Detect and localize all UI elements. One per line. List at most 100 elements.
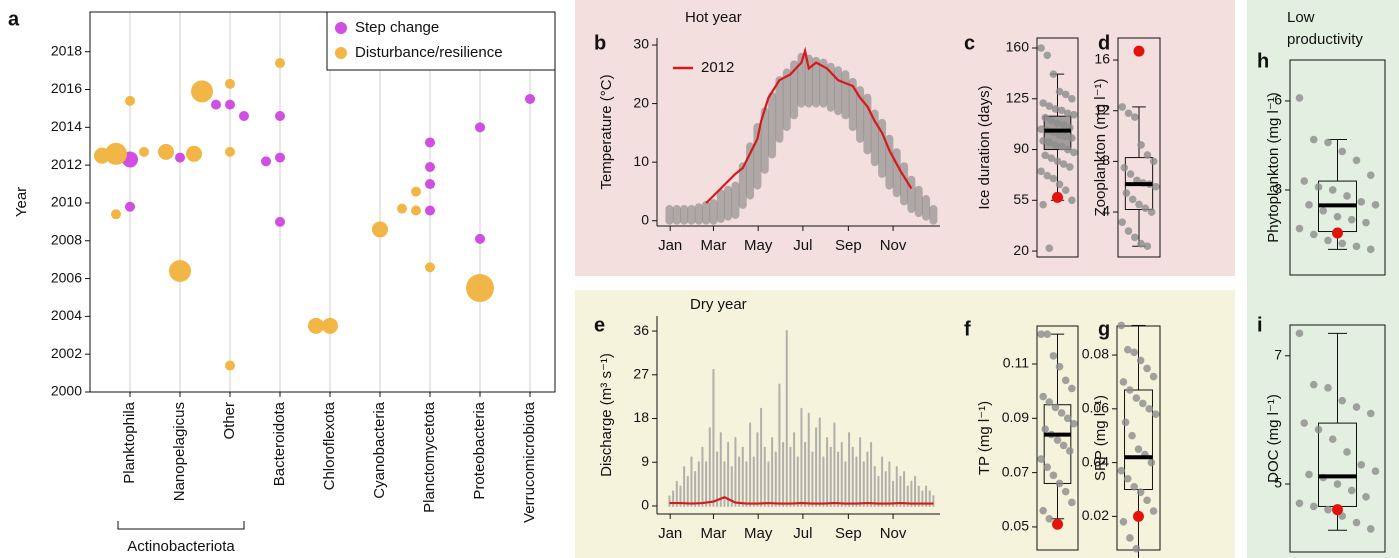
data-point (1131, 233, 1139, 242)
x-tick-label: Sep (835, 525, 862, 542)
data-point (1053, 436, 1062, 444)
data-point (1338, 239, 1347, 248)
x-tick-label: Jan (658, 237, 682, 254)
data-point (1357, 460, 1366, 469)
data-point (1059, 441, 1068, 450)
data-point (1143, 364, 1151, 373)
data-point (1118, 103, 1126, 111)
data-point (1057, 142, 1066, 151)
plot-frame (1036, 325, 1079, 551)
x-tick-label: Mar (701, 237, 727, 254)
bubble (275, 58, 285, 69)
panel-letter: i (1257, 314, 1263, 336)
data-point (1347, 215, 1356, 224)
data-point (1053, 119, 1062, 128)
bubble (425, 205, 435, 216)
x-tick-label: Nov (880, 525, 907, 542)
y-tick-label: 2018 (51, 42, 82, 58)
data-point (1314, 425, 1323, 434)
data-point (1324, 236, 1332, 245)
group-label: Actinobacteriota (127, 538, 235, 555)
x-tick-label: Planktophila (121, 401, 138, 483)
data-point (1043, 171, 1052, 180)
data-point (1055, 479, 1064, 488)
bubble (225, 99, 235, 110)
data-point (1136, 356, 1145, 365)
data-point (1039, 506, 1047, 515)
data-point (1039, 200, 1047, 209)
data-point (1295, 224, 1304, 233)
group-title: Dry year (690, 296, 747, 313)
data-point (1061, 90, 1070, 99)
data-point (1039, 137, 1047, 145)
data-point (1047, 116, 1056, 125)
data-point (1061, 487, 1070, 496)
data-point (1055, 362, 1064, 371)
data-point (1343, 448, 1351, 456)
data-point (1126, 386, 1134, 394)
y-tick-label: 0 (641, 497, 649, 513)
data-point (1319, 206, 1328, 215)
data-point (1068, 94, 1076, 103)
group-title: Hot year (685, 9, 742, 26)
data-point (1055, 87, 1064, 96)
data-point (1352, 403, 1361, 411)
data-point (1041, 425, 1049, 433)
data-point (1124, 227, 1133, 235)
data-point (1070, 419, 1078, 428)
data-point (1063, 145, 1072, 154)
y-axis-label: Discharge (m³ s⁻¹) (598, 353, 615, 477)
data-point (1314, 183, 1323, 191)
bubble (175, 152, 185, 163)
data-point (1066, 447, 1074, 455)
y-tick-label: 0.08 (1082, 346, 1109, 362)
bubble (186, 145, 202, 162)
bubble (275, 110, 285, 121)
y-axis-label: Ice duration (days) (976, 85, 993, 209)
data-point (1057, 106, 1066, 115)
bubble (105, 142, 127, 165)
data-point (1343, 192, 1351, 200)
data-point (1121, 418, 1130, 427)
highlight-point (1052, 191, 1063, 203)
bubble (225, 78, 235, 89)
data-point (1059, 160, 1068, 168)
data-point (1055, 180, 1064, 189)
legend-label: 2012 (701, 59, 734, 76)
bubble (275, 216, 285, 227)
data-point (1051, 403, 1060, 412)
data-point (1037, 330, 1045, 338)
data-point (1039, 99, 1047, 107)
data-point (1041, 113, 1049, 122)
highlight-point (1133, 510, 1144, 522)
data-point (1143, 496, 1151, 505)
series-line (669, 496, 934, 505)
data-point (1119, 378, 1128, 386)
y-tick-label: 30 (633, 36, 649, 52)
bubble (139, 146, 149, 157)
data-point (1053, 157, 1062, 165)
data-point (1324, 138, 1332, 147)
bubble (425, 137, 435, 148)
y-tick-label: 20 (633, 94, 649, 110)
bubble (411, 205, 421, 216)
data-point (1309, 230, 1318, 239)
data-point (1117, 466, 1126, 475)
bubble (411, 186, 421, 197)
data-point (1300, 177, 1309, 185)
plot-frame (1117, 37, 1161, 258)
data-point (1300, 419, 1309, 427)
data-point (1043, 463, 1052, 471)
bubble (525, 93, 535, 104)
y-axis-label: DOC (mg l⁻¹) (1265, 394, 1282, 483)
highlight-point (1332, 504, 1343, 516)
data-point (1068, 384, 1076, 393)
data-point (1139, 399, 1147, 408)
data-point (1037, 44, 1045, 52)
data-point (1123, 345, 1132, 354)
panel-letter: g (1098, 318, 1110, 340)
highlight-point (1332, 227, 1343, 239)
group-bracket (117, 521, 245, 530)
data-point (1132, 544, 1141, 553)
